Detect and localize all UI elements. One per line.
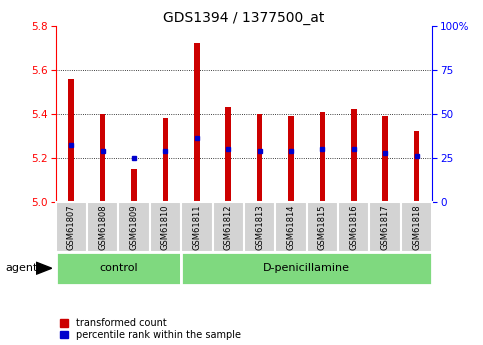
Text: GSM61811: GSM61811 [192,204,201,250]
FancyBboxPatch shape [213,202,244,252]
Polygon shape [36,262,52,274]
Bar [131,169,137,202]
Text: GSM61810: GSM61810 [161,204,170,250]
Text: control: control [99,263,138,273]
Bar [351,109,356,202]
Bar [320,112,325,202]
FancyBboxPatch shape [369,202,401,252]
Text: agent: agent [6,263,38,273]
Text: GSM61816: GSM61816 [349,204,358,250]
Bar [257,114,262,202]
Text: GSM61807: GSM61807 [67,204,76,250]
Bar [69,79,74,202]
Text: GSM61815: GSM61815 [318,204,327,250]
FancyBboxPatch shape [56,252,181,285]
FancyBboxPatch shape [338,202,369,252]
Bar [163,118,168,202]
FancyBboxPatch shape [150,202,181,252]
Bar [194,43,199,202]
Bar [383,116,388,202]
Text: GSM61812: GSM61812 [224,204,233,250]
Bar [288,116,294,202]
Text: GSM61813: GSM61813 [255,204,264,250]
Bar [100,114,105,202]
FancyBboxPatch shape [87,202,118,252]
FancyBboxPatch shape [401,202,432,252]
Title: GDS1394 / 1377500_at: GDS1394 / 1377500_at [163,11,325,25]
Bar [226,107,231,202]
FancyBboxPatch shape [275,202,307,252]
FancyBboxPatch shape [181,202,213,252]
FancyBboxPatch shape [307,202,338,252]
FancyBboxPatch shape [244,202,275,252]
Text: GSM61817: GSM61817 [381,204,390,250]
Text: GSM61809: GSM61809 [129,204,139,250]
Text: GSM61818: GSM61818 [412,204,421,250]
Text: GSM61808: GSM61808 [98,204,107,250]
Text: GSM61814: GSM61814 [286,204,296,250]
Text: D-penicillamine: D-penicillamine [263,263,350,273]
FancyBboxPatch shape [118,202,150,252]
FancyBboxPatch shape [56,202,87,252]
Bar [414,131,419,202]
FancyBboxPatch shape [181,252,432,285]
Legend: transformed count, percentile rank within the sample: transformed count, percentile rank withi… [60,318,241,340]
